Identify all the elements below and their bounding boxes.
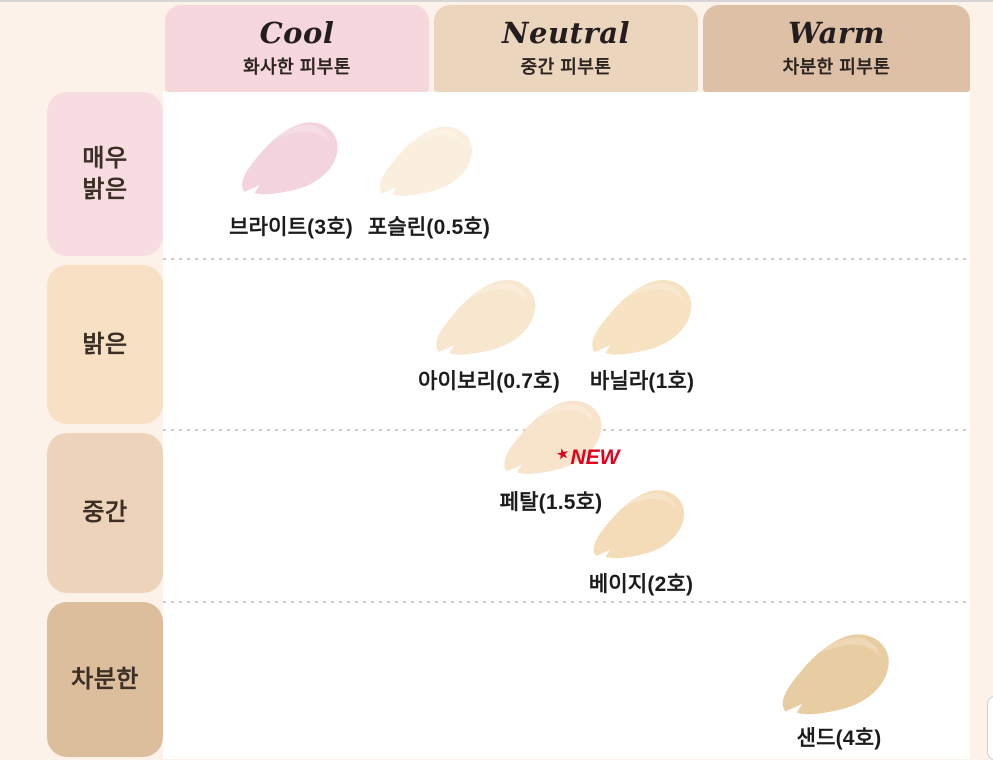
new-badge: ★ NEW bbox=[554, 444, 620, 470]
row-header-very-bright: 매우 밝은 bbox=[47, 92, 163, 256]
column-header-cool: Cool 화사한 피부톤 bbox=[165, 5, 429, 92]
column-title-cool: Cool bbox=[259, 15, 335, 50]
column-subtitle-neutral: 중간 피부톤 bbox=[520, 57, 612, 78]
row-label-calm: 차분한 bbox=[71, 665, 139, 693]
smear-shape bbox=[782, 634, 889, 715]
shade-label-vanilla: 바닐라(1호) bbox=[589, 370, 695, 393]
smear-shape bbox=[504, 400, 602, 474]
column-header-neutral: Neutral 중간 피부톤 bbox=[434, 5, 698, 92]
swatch-petal bbox=[495, 394, 613, 480]
column-subtitle-cool: 화사한 피부톤 bbox=[243, 57, 351, 78]
shade-label-beige: 베이지(2호) bbox=[588, 573, 694, 596]
swatch-sand bbox=[776, 626, 898, 722]
star-icon: ★ bbox=[554, 444, 572, 465]
window-top-divider bbox=[0, 0, 993, 2]
right-edge-white-box bbox=[987, 696, 993, 760]
shade-label-petal: 페탈(1.5호) bbox=[499, 491, 603, 514]
row-label-bright: 밝은 bbox=[82, 330, 128, 358]
row-header-bright: 밝은 bbox=[47, 265, 163, 424]
column-subtitle-warm: 차분한 피부톤 bbox=[782, 57, 891, 78]
row-header-calm: 차분한 bbox=[47, 602, 163, 757]
smear-shape bbox=[436, 280, 536, 355]
smear-shape bbox=[593, 490, 685, 559]
row-label-very-bright: 매우 밝은 bbox=[82, 144, 128, 203]
column-header-warm: Warm 차분한 피부톤 bbox=[703, 5, 970, 92]
column-title-warm: Warm bbox=[788, 15, 885, 50]
new-badge-text: NEW bbox=[570, 446, 620, 469]
swatch-beige bbox=[588, 482, 692, 566]
swatch-ivory bbox=[430, 270, 544, 364]
smear-shape bbox=[379, 126, 472, 196]
swatch-porcelain bbox=[374, 113, 480, 209]
shade-label-porcelain: 포슬린(0.5호) bbox=[367, 216, 491, 239]
row-divider-1 bbox=[163, 258, 970, 260]
row-divider-3 bbox=[163, 601, 970, 603]
swatch-vanilla bbox=[586, 270, 700, 364]
column-title-neutral: Neutral bbox=[501, 15, 631, 50]
swatch-bright-3 bbox=[236, 110, 346, 206]
smear-shape bbox=[242, 122, 338, 195]
row-label-medium: 중간 bbox=[82, 499, 128, 527]
smear-shape bbox=[592, 280, 692, 355]
shade-label-ivory: 아이보리(0.7호) bbox=[418, 370, 560, 393]
shade-label-bright-3: 브라이트(3호) bbox=[229, 216, 353, 239]
row-header-medium: 중간 bbox=[47, 433, 163, 593]
shade-label-sand: 샌드(4호) bbox=[796, 727, 882, 750]
